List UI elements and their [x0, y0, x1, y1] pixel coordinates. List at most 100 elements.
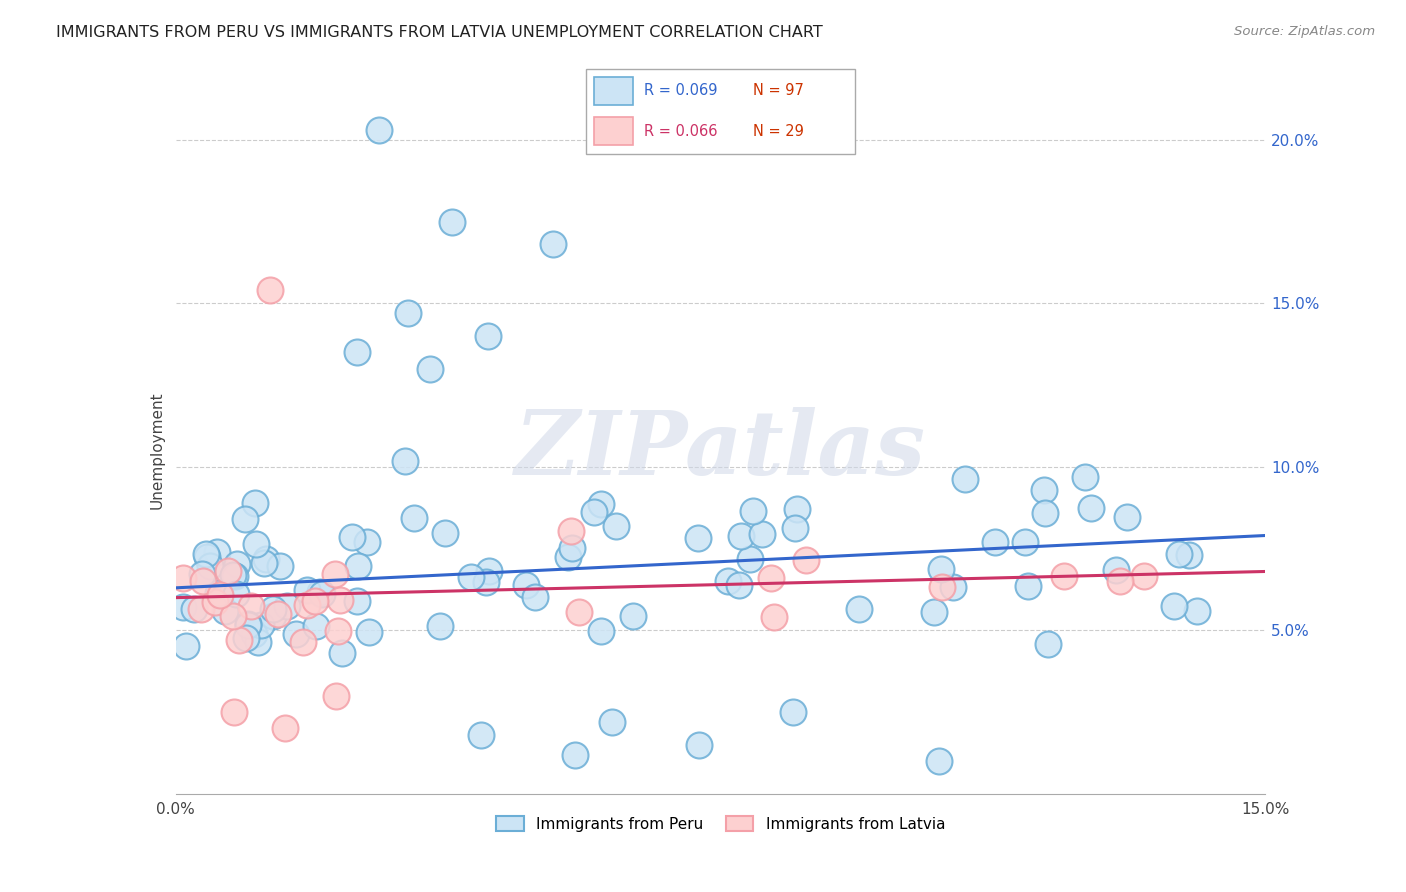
Point	[292, 634, 315, 648]
Point	[346, 345, 368, 359]
Point	[477, 329, 499, 343]
Point	[309, 585, 332, 599]
Point	[297, 582, 319, 597]
Point	[782, 705, 804, 719]
Point	[1132, 569, 1154, 583]
Point	[284, 626, 307, 640]
Point	[346, 594, 368, 608]
Point	[368, 123, 391, 137]
Point	[266, 607, 288, 621]
Point	[276, 599, 298, 614]
Legend: Immigrants from Peru, Immigrants from Latvia: Immigrants from Peru, Immigrants from La…	[489, 810, 952, 838]
Point	[591, 497, 613, 511]
Point	[235, 512, 257, 526]
Point	[191, 566, 214, 581]
Point	[763, 610, 786, 624]
FancyBboxPatch shape	[595, 77, 633, 105]
Point	[249, 618, 271, 632]
Point	[245, 537, 267, 551]
Point	[259, 283, 281, 297]
Point	[1014, 534, 1036, 549]
Point	[686, 531, 709, 545]
Point	[928, 754, 950, 768]
Point	[751, 527, 773, 541]
Point	[591, 624, 613, 638]
Point	[717, 574, 740, 589]
Point	[1168, 547, 1191, 561]
FancyBboxPatch shape	[586, 69, 855, 154]
Point	[728, 578, 751, 592]
Point	[174, 640, 197, 654]
Point	[274, 722, 297, 736]
Point	[311, 587, 333, 601]
Point	[198, 558, 221, 573]
Point	[600, 714, 623, 729]
Point	[217, 564, 239, 578]
Point	[329, 593, 352, 607]
Point	[922, 606, 945, 620]
Point	[523, 590, 546, 604]
Point	[474, 575, 496, 590]
Point	[243, 496, 266, 510]
Point	[183, 602, 205, 616]
Point	[402, 511, 425, 525]
Point	[254, 552, 277, 566]
Point	[759, 571, 782, 585]
Point	[236, 617, 259, 632]
Point	[253, 556, 276, 570]
Point	[190, 602, 212, 616]
Point	[243, 627, 266, 641]
Point	[1017, 579, 1039, 593]
Text: Source: ZipAtlas.com: Source: ZipAtlas.com	[1234, 25, 1375, 38]
Point	[1053, 568, 1076, 582]
Point	[222, 705, 245, 719]
FancyBboxPatch shape	[595, 117, 633, 145]
Point	[460, 570, 482, 584]
Point	[195, 549, 218, 564]
Text: R = 0.069: R = 0.069	[644, 84, 717, 98]
Point	[543, 237, 565, 252]
Point	[1036, 637, 1059, 651]
Point	[1187, 604, 1209, 618]
Point	[440, 214, 463, 228]
Point	[304, 594, 326, 608]
Point	[325, 689, 347, 703]
Point	[785, 521, 807, 535]
Point	[347, 558, 370, 573]
Y-axis label: Unemployment: Unemployment	[149, 392, 165, 509]
Point	[172, 571, 194, 585]
Point	[429, 619, 451, 633]
Point	[1177, 548, 1199, 562]
Point	[359, 624, 381, 639]
Point	[394, 454, 416, 468]
Point	[1115, 510, 1137, 524]
Point	[515, 578, 537, 592]
Text: N = 29: N = 29	[754, 124, 804, 138]
Text: ZIPatlas: ZIPatlas	[515, 408, 927, 493]
Point	[262, 602, 284, 616]
Point	[742, 504, 765, 518]
Point	[235, 631, 257, 645]
Point	[931, 580, 953, 594]
Point	[209, 588, 232, 602]
Point	[295, 598, 318, 612]
Point	[204, 595, 226, 609]
Point	[1074, 470, 1097, 484]
Point	[605, 518, 627, 533]
Point	[786, 501, 808, 516]
Point	[214, 605, 236, 619]
Point	[688, 738, 710, 752]
Point	[323, 567, 346, 582]
Point	[560, 524, 582, 539]
Point	[247, 635, 270, 649]
Point	[478, 564, 501, 578]
Point	[225, 557, 247, 571]
Point	[194, 547, 217, 561]
Point	[356, 534, 378, 549]
Point	[207, 586, 229, 600]
Point	[1033, 506, 1056, 520]
Point	[191, 574, 214, 589]
Point	[342, 530, 364, 544]
Point	[326, 624, 349, 638]
Point	[419, 361, 441, 376]
